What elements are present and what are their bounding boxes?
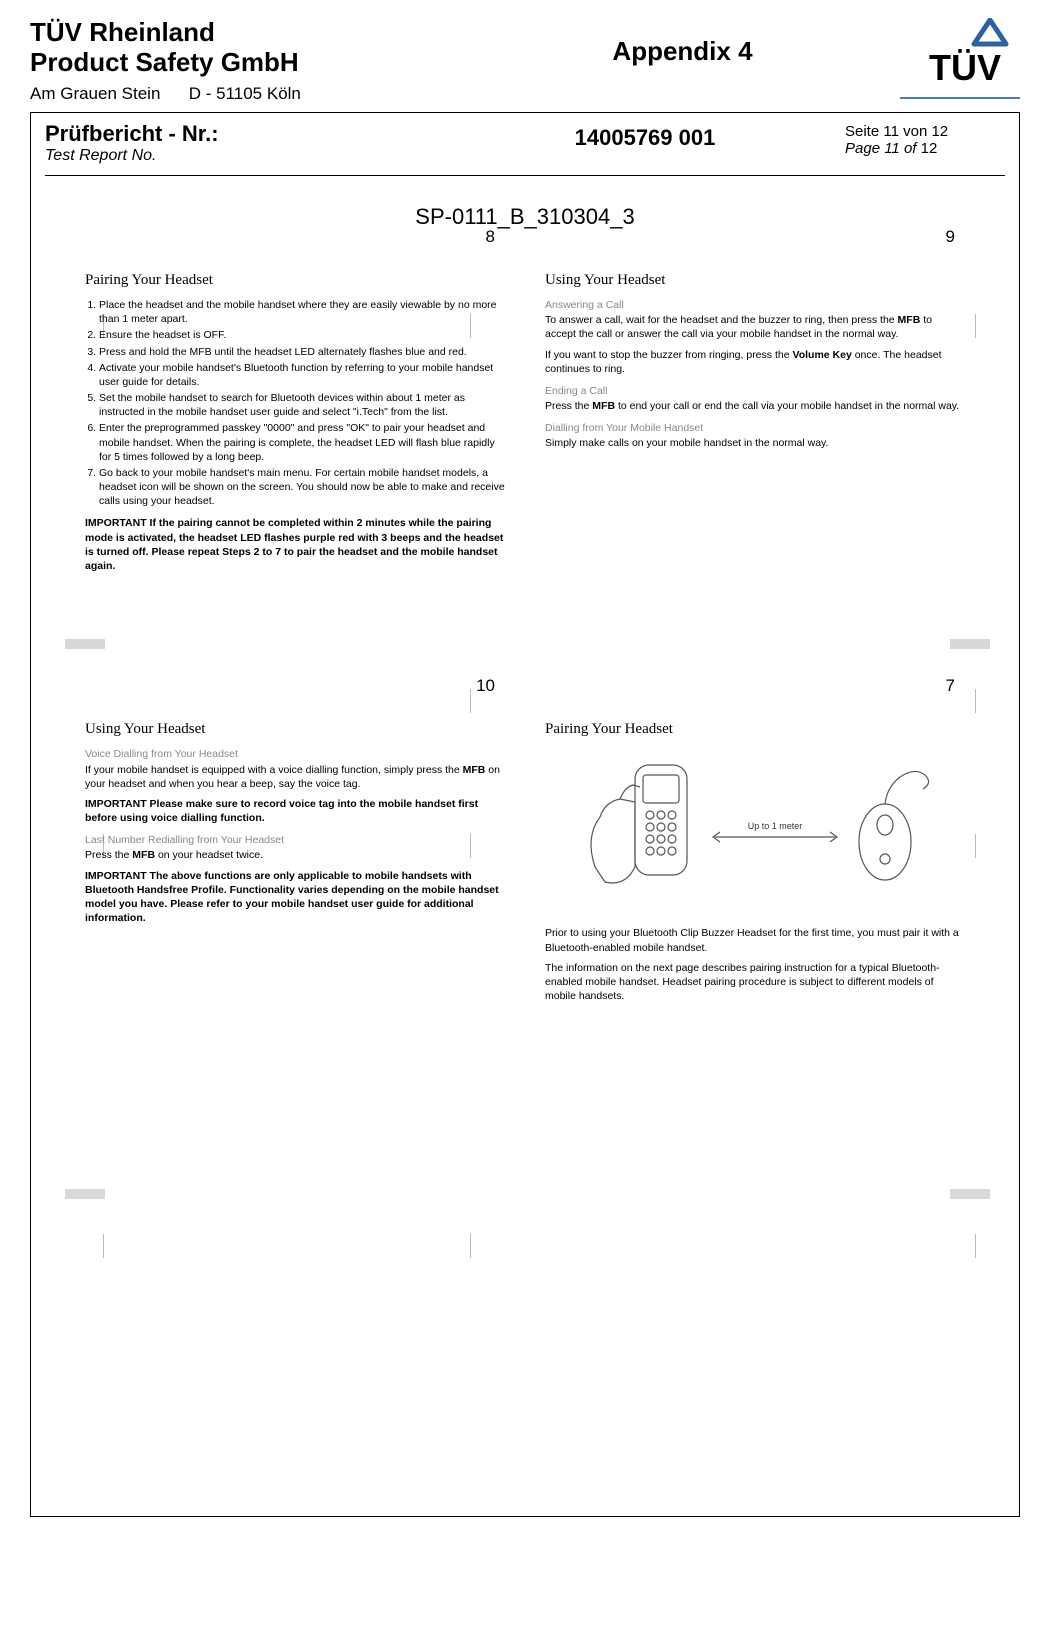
step: Place the headset and the mobile handset… xyxy=(99,298,505,326)
scan-artifact xyxy=(65,1189,105,1199)
important-note: IMPORTANT The above functions are only a… xyxy=(85,869,505,926)
panel-10: 10 Using Your Headset Voice Dialling fro… xyxy=(85,719,505,1009)
page-de: Seite 11 von 12 xyxy=(845,123,1005,140)
scan-artifact xyxy=(950,639,990,649)
report-box: Prüfbericht - Nr.: Test Report No. 14005… xyxy=(30,112,1020,1517)
scan-area: SP-0111_B_310304_3 8 Pairing You xyxy=(45,204,1005,1504)
tick-mark xyxy=(470,689,471,713)
step: Enter the preprogrammed passkey "0000" a… xyxy=(99,421,505,464)
paragraph: To answer a call, wait for the headset a… xyxy=(545,313,965,341)
doc-code: SP-0111_B_310304_3 xyxy=(45,204,1005,230)
page-en-total: 12 xyxy=(921,140,938,157)
paragraph: The information on the next page describ… xyxy=(545,961,965,1004)
tick-mark xyxy=(470,1234,471,1258)
pairing-steps: Place the headset and the mobile handset… xyxy=(85,298,505,508)
pairing-diagram: Up to 1 meter xyxy=(545,747,965,912)
svg-text:TÜV: TÜV xyxy=(929,47,1001,88)
panel-title: Pairing Your Headset xyxy=(545,719,965,739)
panel-title: Pairing Your Headset xyxy=(85,270,505,290)
subhead: Answering a Call xyxy=(545,298,965,312)
panel-title: Using Your Headset xyxy=(545,270,965,290)
appendix-title: Appendix 4 xyxy=(465,36,900,67)
step: Ensure the headset is OFF. xyxy=(99,328,505,342)
panel-9: 9 Using Your Headset Answering a Call To… xyxy=(545,270,965,579)
paragraph: Prior to using your Bluetooth Clip Buzze… xyxy=(545,926,965,954)
panel-7: 7 Pairing Your Headset xyxy=(545,719,965,1009)
company-name-2: Product Safety GmbH xyxy=(30,48,465,78)
important-note: IMPORTANT If the pairing cannot be compl… xyxy=(85,516,505,573)
tick-mark xyxy=(975,314,976,338)
panel-number: 8 xyxy=(486,226,495,249)
important-note: IMPORTANT Please make sure to record voi… xyxy=(85,797,505,825)
diagram-label: Up to 1 meter xyxy=(748,821,803,831)
panels-grid: 8 Pairing Your Headset Place the headset… xyxy=(45,270,1005,1009)
scan-artifact xyxy=(65,639,105,649)
panel-8: 8 Pairing Your Headset Place the headset… xyxy=(85,270,505,579)
step: Go back to your mobile handset's main me… xyxy=(99,466,505,509)
page-root: TÜV Rheinland Product Safety GmbH Am Gra… xyxy=(0,0,1050,1547)
panel-number: 9 xyxy=(946,226,955,249)
tuv-logo: TÜV xyxy=(900,18,1020,99)
panel-number: 10 xyxy=(476,675,495,698)
report-header: Prüfbericht - Nr.: Test Report No. 14005… xyxy=(45,121,1005,176)
tick-mark xyxy=(975,689,976,713)
paragraph: If your mobile handset is equipped with … xyxy=(85,763,505,791)
report-title-de: Prüfbericht - Nr.: xyxy=(45,121,445,147)
report-number: 14005769 001 xyxy=(445,121,845,151)
subhead: Dialling from Your Mobile Handset xyxy=(545,421,965,435)
report-title-en: Test Report No. xyxy=(45,147,445,165)
paragraph: If you want to stop the buzzer from ring… xyxy=(545,348,965,376)
paragraph: Press the MFB on your headset twice. xyxy=(85,848,505,862)
step: Press and hold the MFB until the headset… xyxy=(99,345,505,359)
tick-mark xyxy=(975,1234,976,1258)
company-address: Am Grauen Stein D - 51105 Köln xyxy=(30,84,465,104)
subhead: Ending a Call xyxy=(545,384,965,398)
company-name-1: TÜV Rheinland xyxy=(30,18,465,48)
header-right: TÜV xyxy=(900,18,1020,99)
subhead: Voice Dialling from Your Headset xyxy=(85,747,505,761)
paragraph: Simply make calls on your mobile handset… xyxy=(545,436,965,450)
scan-artifact xyxy=(950,1189,990,1199)
step: Activate your mobile handset's Bluetooth… xyxy=(99,361,505,389)
tick-mark xyxy=(975,834,976,858)
subhead: Last Number Redialling from Your Headset xyxy=(85,833,505,847)
panel-number: 7 xyxy=(946,675,955,698)
logo-underline xyxy=(900,97,1020,99)
paragraph: Press the MFB to end your call or end th… xyxy=(545,399,965,413)
tick-mark xyxy=(103,1234,104,1258)
step: Set the mobile handset to search for Blu… xyxy=(99,391,505,419)
header-top: TÜV Rheinland Product Safety GmbH Am Gra… xyxy=(30,18,1020,104)
header-center: Appendix 4 xyxy=(465,18,900,67)
header-left: TÜV Rheinland Product Safety GmbH Am Gra… xyxy=(30,18,465,104)
page-en-prefix: Page 11 of xyxy=(845,140,921,157)
panel-title: Using Your Headset xyxy=(85,719,505,739)
page-en: Page 11 of 12 xyxy=(845,140,1005,157)
report-page-block: Seite 11 von 12 Page 11 of 12 xyxy=(845,121,1005,157)
report-header-left: Prüfbericht - Nr.: Test Report No. xyxy=(45,121,445,165)
